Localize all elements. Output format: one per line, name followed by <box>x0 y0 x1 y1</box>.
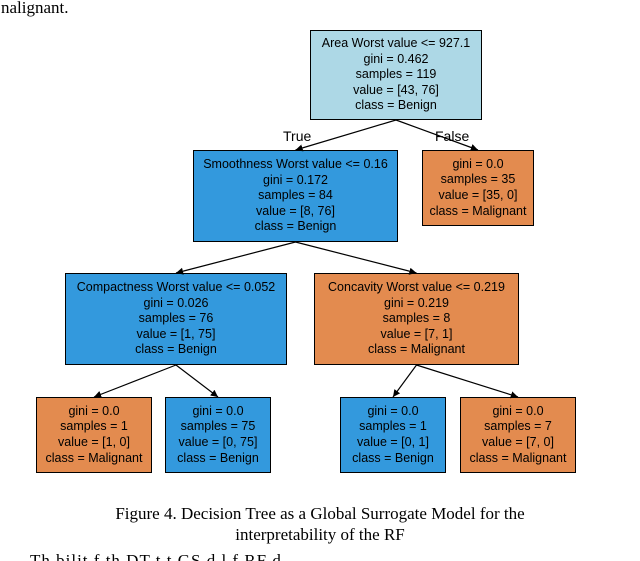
tree-node-line: value = [7, 1] <box>321 327 512 343</box>
tree-node-line: gini = 0.026 <box>72 296 280 312</box>
tree-edge <box>296 242 417 273</box>
tree-node-line: samples = 35 <box>429 172 527 188</box>
tree-node-line: gini = 0.172 <box>200 173 391 189</box>
tree-node-line: samples = 76 <box>72 311 280 327</box>
figure-caption: Figure 4. Decision Tree as a Global Surr… <box>0 503 640 546</box>
tree-node-line: gini = 0.462 <box>317 52 475 68</box>
tree-node-line: value = [35, 0] <box>429 188 527 204</box>
tree-node-line: Compactness Worst value <= 0.052 <box>72 280 280 296</box>
tree-node-line: samples = 1 <box>347 419 439 435</box>
tree-node-line: gini = 0.0 <box>347 404 439 420</box>
edge-label-false: False <box>435 128 469 144</box>
tree-node-line: value = [8, 76] <box>200 204 391 220</box>
tree-node-concavity: Concavity Worst value <= 0.219gini = 0.2… <box>314 273 519 365</box>
tree-node-line: class = Benign <box>172 451 264 467</box>
tree-leaf-malignant-35: gini = 0.0samples = 35value = [35, 0]cla… <box>422 150 534 226</box>
tree-node-line: value = [0, 1] <box>347 435 439 451</box>
tree-node-line: class = Benign <box>72 342 280 358</box>
tree-node-line: samples = 1 <box>43 419 145 435</box>
tree-leaf-benign-1: gini = 0.0samples = 1value = [0, 1]class… <box>340 397 446 473</box>
tree-leaf-malignant-7: gini = 0.0samples = 7value = [7, 0]class… <box>460 397 576 473</box>
figure-caption-line2: interpretability of the RF <box>0 524 640 545</box>
cropped-text-top: nalignant. <box>1 0 69 18</box>
tree-node-line: class = Benign <box>347 451 439 467</box>
tree-node-line: Concavity Worst value <= 0.219 <box>321 280 512 296</box>
tree-edge <box>94 365 176 397</box>
tree-node-line: value = [43, 76] <box>317 83 475 99</box>
tree-node-line: samples = 84 <box>200 188 391 204</box>
edge-label-true: True <box>283 128 311 144</box>
tree-node-line: class = Malignant <box>467 451 569 467</box>
tree-node-smoothness: Smoothness Worst value <= 0.16gini = 0.1… <box>193 150 398 242</box>
tree-node-line: class = Malignant <box>429 204 527 220</box>
tree-edge <box>176 365 218 397</box>
tree-node-line: gini = 0.0 <box>429 157 527 173</box>
tree-node-line: samples = 75 <box>172 419 264 435</box>
tree-node-line: class = Benign <box>317 98 475 114</box>
tree-node-line: gini = 0.0 <box>467 404 569 420</box>
tree-edge <box>393 365 417 397</box>
tree-node-line: Smoothness Worst value <= 0.16 <box>200 157 391 173</box>
tree-edge <box>176 242 296 273</box>
tree-node-line: samples = 7 <box>467 419 569 435</box>
cropped-text-bottom: Th bilit f th DT t t GS d l f RF d <box>30 551 282 561</box>
tree-node-line: Area Worst value <= 927.1 <box>317 36 475 52</box>
tree-leaf-malignant-1: gini = 0.0samples = 1value = [1, 0]class… <box>36 397 152 473</box>
tree-node-line: samples = 8 <box>321 311 512 327</box>
tree-leaf-benign-75: gini = 0.0samples = 75value = [0, 75]cla… <box>165 397 271 473</box>
tree-node-line: value = [0, 75] <box>172 435 264 451</box>
tree-node-line: class = Malignant <box>43 451 145 467</box>
tree-node-line: class = Benign <box>200 219 391 235</box>
tree-node-line: value = [1, 0] <box>43 435 145 451</box>
tree-node-line: class = Malignant <box>321 342 512 358</box>
tree-node-line: value = [1, 75] <box>72 327 280 343</box>
tree-edge <box>417 365 519 397</box>
tree-node-root: Area Worst value <= 927.1gini = 0.462sam… <box>310 30 482 120</box>
tree-node-line: gini = 0.219 <box>321 296 512 312</box>
tree-node-line: gini = 0.0 <box>172 404 264 420</box>
tree-node-line: samples = 119 <box>317 67 475 83</box>
tree-node-line: gini = 0.0 <box>43 404 145 420</box>
figure-caption-line1: Figure 4. Decision Tree as a Global Surr… <box>0 503 640 524</box>
tree-node-line: value = [7, 0] <box>467 435 569 451</box>
tree-node-compactness: Compactness Worst value <= 0.052gini = 0… <box>65 273 287 365</box>
